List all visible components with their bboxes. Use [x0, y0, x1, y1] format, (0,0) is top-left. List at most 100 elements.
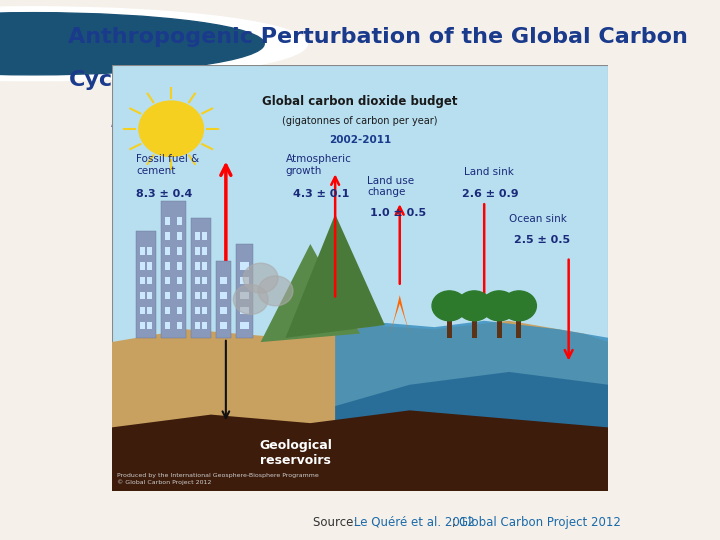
Bar [166, 292, 170, 300]
Bar [161, 201, 186, 338]
Polygon shape [261, 244, 360, 342]
Text: averaged globally for the decade 2002–2011 (PgC/yr): averaged globally for the decade 2002–20… [182, 137, 538, 150]
Bar [220, 277, 225, 285]
Bar [220, 322, 225, 329]
Text: (gigatonnes of carbon per year): (gigatonnes of carbon per year) [282, 116, 438, 126]
Bar [240, 307, 245, 314]
Bar [140, 277, 145, 285]
Circle shape [457, 291, 492, 321]
Bar [202, 322, 207, 329]
Bar [240, 262, 245, 269]
Polygon shape [335, 321, 608, 491]
Bar [148, 277, 153, 285]
Circle shape [0, 7, 307, 80]
Bar [220, 292, 225, 300]
Bar [177, 277, 182, 285]
Bar [202, 247, 207, 255]
Bar [177, 262, 182, 269]
Bar [202, 277, 207, 285]
Text: Produced by the International Geosphere-Biosphere Programme
© Global Carbon Proj: Produced by the International Geosphere-… [117, 474, 318, 485]
Bar [166, 307, 170, 314]
Bar [195, 232, 200, 240]
Bar [222, 307, 227, 314]
Text: Source:: Source: [313, 516, 361, 529]
Bar [148, 247, 153, 255]
Bar [195, 247, 200, 255]
Bar [191, 218, 211, 338]
Bar [222, 322, 227, 329]
Circle shape [0, 12, 264, 75]
Text: 8.3 ± 0.4: 8.3 ± 0.4 [137, 188, 193, 199]
Bar [166, 247, 170, 255]
Bar [195, 322, 200, 329]
Bar [177, 232, 182, 240]
Polygon shape [335, 372, 608, 491]
Circle shape [139, 101, 204, 157]
Bar [148, 292, 153, 300]
Text: Atmospheric
growth: Atmospheric growth [285, 154, 351, 176]
Bar [202, 292, 207, 300]
Text: Ocean sink: Ocean sink [509, 214, 567, 224]
Text: 2002-2011: 2002-2011 [329, 135, 391, 145]
Text: ;: ; [452, 516, 460, 529]
Bar [220, 307, 225, 314]
Bar [148, 307, 153, 314]
Text: 4.3 ± 0.1: 4.3 ± 0.1 [293, 188, 349, 199]
Text: Land use
change: Land use change [367, 176, 415, 197]
Text: Global Carbon Project 2012: Global Carbon Project 2012 [459, 516, 621, 529]
Circle shape [243, 263, 278, 293]
Bar [195, 292, 200, 300]
Bar [195, 277, 200, 285]
Bar [240, 322, 245, 329]
Bar [244, 322, 249, 329]
Text: Anthropogenic Perturbation of the Global Carbon: Anthropogenic Perturbation of the Global… [68, 27, 688, 47]
Bar [222, 277, 227, 285]
Bar [140, 262, 145, 269]
Bar [472, 321, 477, 338]
Bar [148, 262, 153, 269]
Text: Le Quéré et al. 2012: Le Quéré et al. 2012 [354, 516, 475, 529]
Bar [195, 262, 200, 269]
Bar [202, 232, 207, 240]
Bar [177, 292, 182, 300]
Bar [244, 277, 249, 285]
Bar [216, 261, 231, 338]
Circle shape [502, 291, 536, 321]
Bar [177, 307, 182, 314]
Bar [202, 307, 207, 314]
Bar [244, 292, 249, 300]
Bar [148, 322, 153, 329]
Text: Land sink: Land sink [464, 167, 514, 177]
Text: Geological
reservoirs: Geological reservoirs [259, 439, 332, 467]
Text: Cycle: Cycle [68, 70, 135, 90]
Circle shape [432, 291, 467, 321]
Circle shape [258, 276, 293, 306]
Bar [195, 307, 200, 314]
Bar [177, 247, 182, 255]
Text: Fossil fuel &
cement: Fossil fuel & cement [137, 154, 199, 176]
Circle shape [233, 285, 268, 314]
Text: 2.6 ± 0.9: 2.6 ± 0.9 [462, 188, 518, 199]
Bar [236, 244, 253, 338]
Polygon shape [112, 410, 608, 491]
Bar [140, 292, 145, 300]
Bar [244, 262, 249, 269]
Text: 2.5 ± 0.5: 2.5 ± 0.5 [514, 235, 570, 246]
Bar [166, 232, 170, 240]
Bar [240, 277, 245, 285]
Bar [140, 307, 145, 314]
Bar [202, 262, 207, 269]
Text: Perturbation of the global carbon cycle caused by anthropogenic activities,: Perturbation of the global carbon cycle … [111, 117, 609, 130]
Polygon shape [285, 214, 385, 338]
Text: 1.0 ± 0.5: 1.0 ± 0.5 [370, 208, 426, 218]
Bar [140, 247, 145, 255]
Bar [140, 322, 145, 329]
Bar [166, 262, 170, 269]
Polygon shape [112, 321, 608, 491]
Text: Global carbon dioxide budget: Global carbon dioxide budget [262, 94, 458, 107]
Bar [240, 292, 245, 300]
Bar [447, 321, 452, 338]
Bar [222, 292, 227, 300]
Bar [166, 277, 170, 285]
Bar [244, 307, 249, 314]
